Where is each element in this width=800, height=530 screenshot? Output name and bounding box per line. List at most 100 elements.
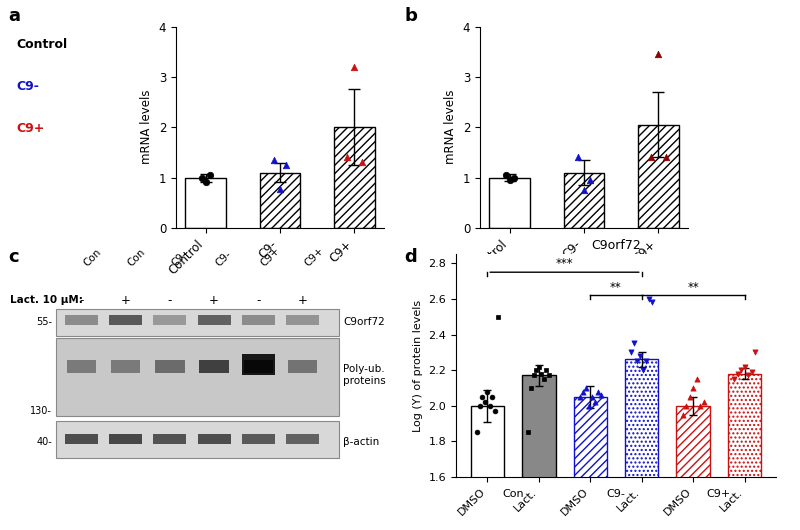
- Bar: [243, 360, 273, 374]
- Bar: [638, 125, 678, 228]
- Point: [594, 391, 607, 399]
- Y-axis label: mRNA levels: mRNA levels: [444, 90, 458, 164]
- Bar: [154, 435, 186, 444]
- Bar: [288, 360, 317, 374]
- Bar: [490, 178, 530, 228]
- Text: C9+: C9+: [258, 245, 282, 269]
- Text: -: -: [79, 294, 84, 307]
- Bar: [111, 360, 141, 374]
- Point: [274, 184, 286, 193]
- Point: [478, 398, 491, 407]
- Point: [503, 176, 516, 184]
- Bar: [154, 315, 186, 325]
- Title: C9orf72: C9orf72: [591, 239, 641, 252]
- Point: [591, 387, 604, 396]
- Point: [579, 384, 592, 392]
- Point: [745, 368, 758, 376]
- Text: +: +: [121, 294, 130, 307]
- Point: [279, 161, 292, 169]
- Point: [646, 298, 658, 307]
- Text: b: b: [404, 7, 417, 25]
- Text: c: c: [8, 249, 18, 267]
- Bar: [242, 315, 275, 325]
- Bar: [242, 435, 275, 444]
- Text: **: **: [687, 280, 699, 294]
- Point: [728, 375, 741, 383]
- Point: [652, 50, 665, 58]
- Point: [735, 366, 748, 374]
- Point: [348, 63, 361, 71]
- Point: [690, 375, 703, 383]
- Point: [535, 369, 548, 378]
- Bar: [198, 435, 230, 444]
- Text: **: **: [610, 280, 622, 294]
- Text: Con: Con: [502, 490, 524, 499]
- Bar: [625, 359, 658, 530]
- Point: [659, 153, 672, 162]
- Point: [697, 398, 710, 407]
- Point: [634, 352, 646, 360]
- Bar: [522, 375, 555, 530]
- Bar: [199, 360, 229, 374]
- Text: C9+: C9+: [16, 122, 44, 136]
- Text: C9-: C9-: [214, 249, 234, 269]
- Text: C9orf72: C9orf72: [343, 317, 385, 328]
- Bar: [56, 338, 339, 416]
- Text: ***: ***: [556, 258, 574, 270]
- Bar: [110, 435, 142, 444]
- Point: [572, 153, 585, 162]
- Bar: [155, 360, 185, 374]
- Bar: [286, 315, 319, 325]
- Text: Con: Con: [82, 247, 103, 269]
- Text: C9+: C9+: [302, 245, 326, 269]
- Text: Poly-ub.
proteins: Poly-ub. proteins: [343, 364, 386, 385]
- Point: [355, 158, 368, 167]
- Bar: [242, 354, 275, 375]
- Point: [268, 156, 281, 164]
- Point: [694, 402, 706, 410]
- Point: [628, 339, 641, 348]
- Point: [749, 348, 762, 357]
- Point: [470, 428, 483, 437]
- Bar: [286, 435, 319, 444]
- Text: 130-: 130-: [30, 407, 52, 416]
- Bar: [56, 421, 339, 457]
- Point: [199, 178, 212, 186]
- Point: [742, 371, 754, 379]
- Text: Lact. 10 µM:: Lact. 10 µM:: [10, 295, 82, 305]
- Text: Control: Control: [16, 38, 67, 51]
- Point: [507, 173, 520, 182]
- Point: [489, 407, 502, 416]
- Bar: [65, 315, 98, 325]
- Point: [196, 173, 209, 182]
- Text: 55-: 55-: [36, 317, 52, 328]
- Bar: [728, 374, 762, 530]
- Point: [588, 398, 601, 407]
- Bar: [260, 173, 300, 228]
- Text: +: +: [298, 294, 307, 307]
- Text: Con: Con: [126, 247, 147, 269]
- Text: β-actin: β-actin: [343, 437, 379, 447]
- Text: C9-: C9-: [606, 490, 626, 499]
- Point: [525, 384, 538, 392]
- Point: [583, 176, 596, 184]
- Text: +: +: [209, 294, 219, 307]
- Point: [574, 393, 586, 401]
- Point: [631, 357, 644, 366]
- Point: [500, 171, 513, 179]
- Point: [738, 363, 751, 371]
- Point: [481, 387, 494, 396]
- Point: [582, 402, 595, 410]
- Text: -: -: [256, 294, 261, 307]
- Text: C9+: C9+: [707, 490, 731, 499]
- Point: [644, 153, 657, 162]
- Point: [677, 410, 690, 419]
- Point: [683, 393, 696, 401]
- Bar: [110, 315, 142, 325]
- Point: [476, 393, 489, 401]
- Bar: [67, 360, 96, 374]
- Point: [473, 402, 486, 410]
- Point: [486, 393, 499, 401]
- Bar: [574, 397, 607, 530]
- Point: [340, 153, 353, 162]
